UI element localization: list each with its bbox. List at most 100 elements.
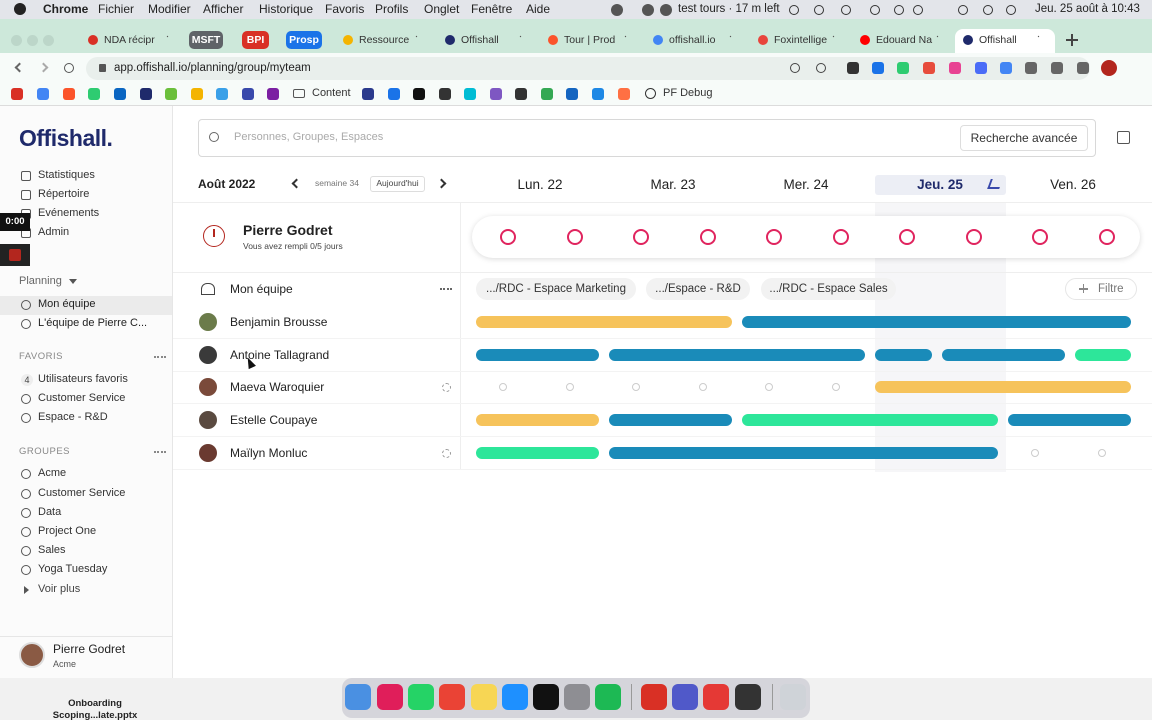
member-name[interactable]: Benjamin Brousse — [230, 314, 328, 329]
team-menu[interactable] — [440, 288, 452, 290]
menu-item[interactable]: Modifier — [148, 2, 191, 17]
presence-bar[interactable] — [476, 447, 599, 459]
bookmark-label[interactable]: Content — [312, 86, 351, 99]
extension-icon[interactable] — [897, 62, 909, 74]
show-more[interactable]: Voir plus — [38, 583, 81, 596]
nav-link[interactable]: Customer Service — [38, 392, 126, 405]
extension-icon[interactable] — [1000, 62, 1012, 74]
nav-link[interactable]: Utilisateurs favoris — [38, 373, 128, 386]
advanced-search-button[interactable] — [960, 125, 1088, 151]
extension-icon[interactable] — [949, 62, 961, 74]
extension-icon[interactable] — [872, 62, 884, 74]
bookmark-icon[interactable] — [242, 88, 254, 100]
bookmark-icon[interactable] — [439, 88, 451, 100]
presence-bar[interactable] — [1074, 349, 1131, 361]
presence-bar[interactable] — [476, 316, 732, 328]
bookmark-icon[interactable] — [592, 88, 604, 100]
nav-link[interactable]: Acme — [38, 467, 67, 480]
bookmark-icon[interactable] — [566, 88, 578, 100]
menu-item[interactable]: Aide — [526, 2, 551, 17]
nav-link[interactable]: L'équipe de Pierre C... — [38, 317, 148, 330]
member-name[interactable]: Maïlyn Monluc — [230, 445, 308, 460]
filter-chip[interactable] — [1065, 278, 1137, 300]
bookmark-icon[interactable] — [515, 88, 527, 100]
dock-app[interactable] — [439, 684, 465, 710]
dock-app[interactable] — [641, 684, 667, 710]
bookmark-icon[interactable] — [140, 88, 152, 100]
view-toggle[interactable] — [1117, 131, 1130, 144]
menu-item[interactable]: Afficher — [203, 2, 244, 17]
presence-bar[interactable] — [875, 349, 932, 361]
nav-link[interactable]: Sales — [38, 544, 66, 557]
section-menu[interactable] — [154, 356, 166, 358]
dock-app[interactable] — [672, 684, 698, 710]
tab-group-chip[interactable] — [286, 31, 322, 49]
space-chip[interactable] — [646, 278, 750, 300]
dock-app[interactable] — [502, 684, 528, 710]
menu-item[interactable]: Favoris — [325, 2, 365, 17]
nav-link[interactable]: Espace - R&D — [38, 411, 108, 424]
dock-app[interactable] — [595, 684, 621, 710]
address-field[interactable] — [86, 57, 1090, 80]
nav-link[interactable]: Statistiques — [38, 169, 95, 182]
bookmark-icon[interactable] — [88, 88, 100, 100]
user-name[interactable]: Pierre Godret — [53, 641, 126, 656]
dock-app[interactable] — [377, 684, 403, 710]
bookmark-icon[interactable] — [541, 88, 553, 100]
tab-group-chip[interactable] — [189, 31, 223, 49]
presence-bar[interactable] — [1008, 414, 1131, 426]
space-chip[interactable] — [761, 278, 896, 300]
extension-icon[interactable] — [923, 62, 935, 74]
dock-app[interactable] — [564, 684, 590, 710]
tab-group-chip[interactable] — [242, 31, 269, 49]
dock-app[interactable] — [533, 684, 559, 710]
bookmark-icon[interactable] — [490, 88, 502, 100]
dock-app[interactable] — [345, 684, 371, 710]
menu-item[interactable]: Historique — [259, 2, 314, 17]
extension-icon[interactable] — [1077, 62, 1089, 74]
presence-bar[interactable] — [609, 447, 998, 459]
section-menu[interactable] — [154, 451, 166, 453]
presence-bar[interactable] — [875, 381, 1131, 393]
bookmark-icon[interactable] — [362, 88, 374, 100]
nav-link[interactable]: Project One — [38, 525, 97, 538]
dock-app[interactable] — [780, 684, 806, 710]
nav-link[interactable]: Yoga Tuesday — [38, 563, 108, 576]
menu-app[interactable]: Chrome — [43, 2, 89, 17]
extension-icon[interactable] — [1051, 62, 1063, 74]
bookmark-icon[interactable] — [63, 88, 75, 100]
new-tab[interactable] — [1071, 34, 1073, 46]
dock-app[interactable] — [471, 684, 497, 710]
section-label[interactable]: Planning — [19, 275, 62, 288]
bookmark-label[interactable]: PF Debug — [663, 86, 713, 99]
bookmark-icon[interactable] — [216, 88, 228, 100]
nav-link[interactable]: Data — [38, 506, 62, 519]
bookmark-icon[interactable] — [618, 88, 630, 100]
nav-link[interactable]: Répertoire — [38, 188, 90, 201]
member-name[interactable]: Maeva Waroquier — [230, 379, 325, 394]
space-chip[interactable] — [476, 278, 636, 300]
address-url[interactable]: app.offishall.io/planning/group/myteam — [114, 62, 311, 75]
menu-item[interactable]: Fichier — [98, 2, 135, 17]
nav-link[interactable]: Evénements — [38, 207, 100, 220]
bookmark-icon[interactable] — [11, 88, 23, 100]
presence-bar[interactable] — [609, 349, 865, 361]
dock-app[interactable] — [703, 684, 729, 710]
bookmark-icon[interactable] — [114, 88, 126, 100]
dock-app[interactable] — [735, 684, 761, 710]
member-name[interactable]: Estelle Coupaye — [230, 412, 318, 427]
today-button[interactable] — [370, 176, 425, 192]
presence-bar[interactable] — [476, 349, 599, 361]
menu-item[interactable]: Profils — [375, 2, 409, 17]
bookmark-icon[interactable] — [464, 88, 476, 100]
bookmark-icon[interactable] — [413, 88, 425, 100]
presence-bar[interactable] — [609, 414, 732, 426]
bookmark-icon[interactable] — [267, 88, 279, 100]
menu-item[interactable]: Onglet — [424, 2, 460, 17]
bookmark-icon[interactable] — [165, 88, 177, 100]
presence-bar[interactable] — [476, 414, 599, 426]
nav-link[interactable]: Admin — [38, 226, 70, 239]
dock-app[interactable] — [408, 684, 434, 710]
search-box[interactable] — [198, 119, 1096, 157]
bookmark-icon[interactable] — [37, 88, 49, 100]
